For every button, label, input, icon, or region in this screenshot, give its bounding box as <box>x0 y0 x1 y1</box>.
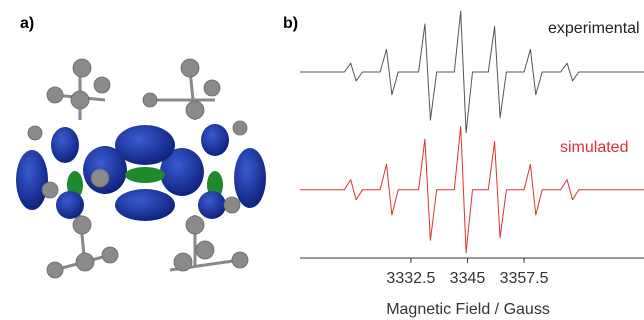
panel-label: a) <box>20 15 34 32</box>
figure: a) b) 3332.5 3345 3357.5 Magnetic Field / G… <box>0 0 644 320</box>
x-tick-label: 3357.5 <box>500 270 549 287</box>
series-label: experimental <box>548 20 640 37</box>
x-axis-label: Magnetic Field / Gauss <box>386 301 550 318</box>
x-tick-label: 3332.5 <box>386 270 435 287</box>
molecule-render <box>16 59 266 278</box>
panel-label: b) <box>283 15 298 32</box>
x-tick-label: 3345 <box>450 270 486 287</box>
series-label: simulated <box>560 139 628 156</box>
